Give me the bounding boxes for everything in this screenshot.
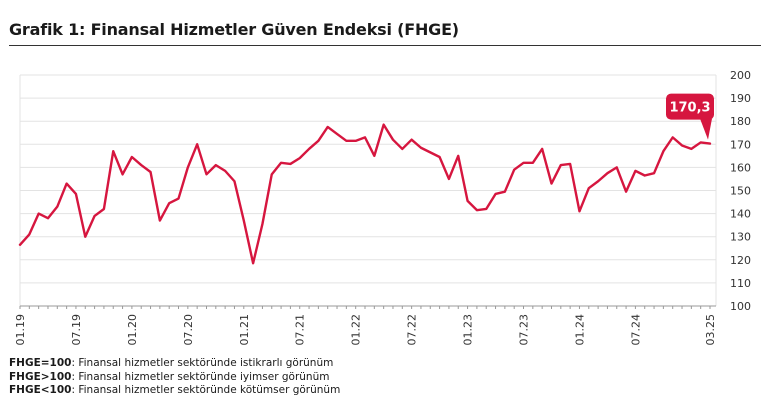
note-stable: FHGE=100: Finansal hizmetler sektöründe … [9, 357, 340, 371]
y-tick-label: 110 [730, 277, 751, 290]
fhge-series-line [18, 123, 712, 265]
title-divider [9, 45, 761, 46]
x-tick-label: 07.19 [70, 314, 83, 346]
y-tick-label: 160 [730, 161, 751, 174]
series-layer [18, 123, 712, 265]
x-tick-label: 01.24 [573, 314, 586, 346]
note-pessimistic-text: : Finansal hizmetler sektöründe kötümser… [71, 384, 341, 396]
y-tick-label: 170 [730, 138, 751, 151]
x-tick-label: 07.24 [629, 314, 642, 346]
x-tick-label: 07.22 [406, 314, 419, 346]
chart-title: Grafik 1: Finansal Hizmetler Güven Endek… [9, 20, 459, 39]
x-tick-label: 07.23 [518, 314, 531, 346]
note-optimistic-text: : Finansal hizmetler sektöründe iyimser … [71, 370, 330, 383]
note-optimistic-key: FHGE>100 [9, 370, 72, 383]
x-tick-label: 07.20 [182, 314, 195, 346]
x-tick-label: 07.21 [294, 314, 307, 346]
note-stable-text: : Finansal hizmetler sektöründe istikrar… [71, 357, 334, 369]
axis-layer: 100 110 120 130 140 150 160 170 180 190 200 01.19 07… [14, 69, 751, 346]
y-tick-label: 130 [730, 231, 751, 244]
y-tick-label: 180 [730, 115, 751, 128]
note-pessimistic: FHGE<100: Finansal hizmetler sektöründe … [9, 384, 340, 398]
callout-layer: 170,3 [666, 93, 714, 140]
callout-box [666, 93, 714, 120]
y-tick-label: 120 [730, 254, 751, 267]
y-tick-label: 150 [730, 185, 751, 198]
note-optimistic: FHGE>100: Finansal hizmetler sektöründe … [9, 371, 340, 385]
note-stable-key: FHGE=100 [9, 357, 72, 369]
callout-label: 170,3 [669, 101, 710, 116]
chart-notes: FHGE=100: Finansal hizmetler sektöründe … [9, 357, 340, 398]
callout-pointer [700, 118, 712, 140]
x-tick-label: 01.21 [238, 314, 251, 346]
x-tick-label: 03.25 [704, 314, 717, 346]
x-tick-label: 01.20 [126, 314, 139, 346]
x-tick-label: 01.22 [350, 314, 363, 346]
x-tick-label: 01.19 [14, 314, 27, 346]
y-tick-label: 200 [730, 69, 751, 82]
note-pessimistic-key: FHGE<100 [9, 384, 72, 396]
y-tick-label: 190 [730, 92, 751, 105]
y-tick-label: 100 [730, 300, 751, 313]
grid-layer [19, 74, 717, 307]
x-tick-label: 01.23 [462, 314, 475, 346]
y-tick-label: 140 [730, 208, 751, 221]
